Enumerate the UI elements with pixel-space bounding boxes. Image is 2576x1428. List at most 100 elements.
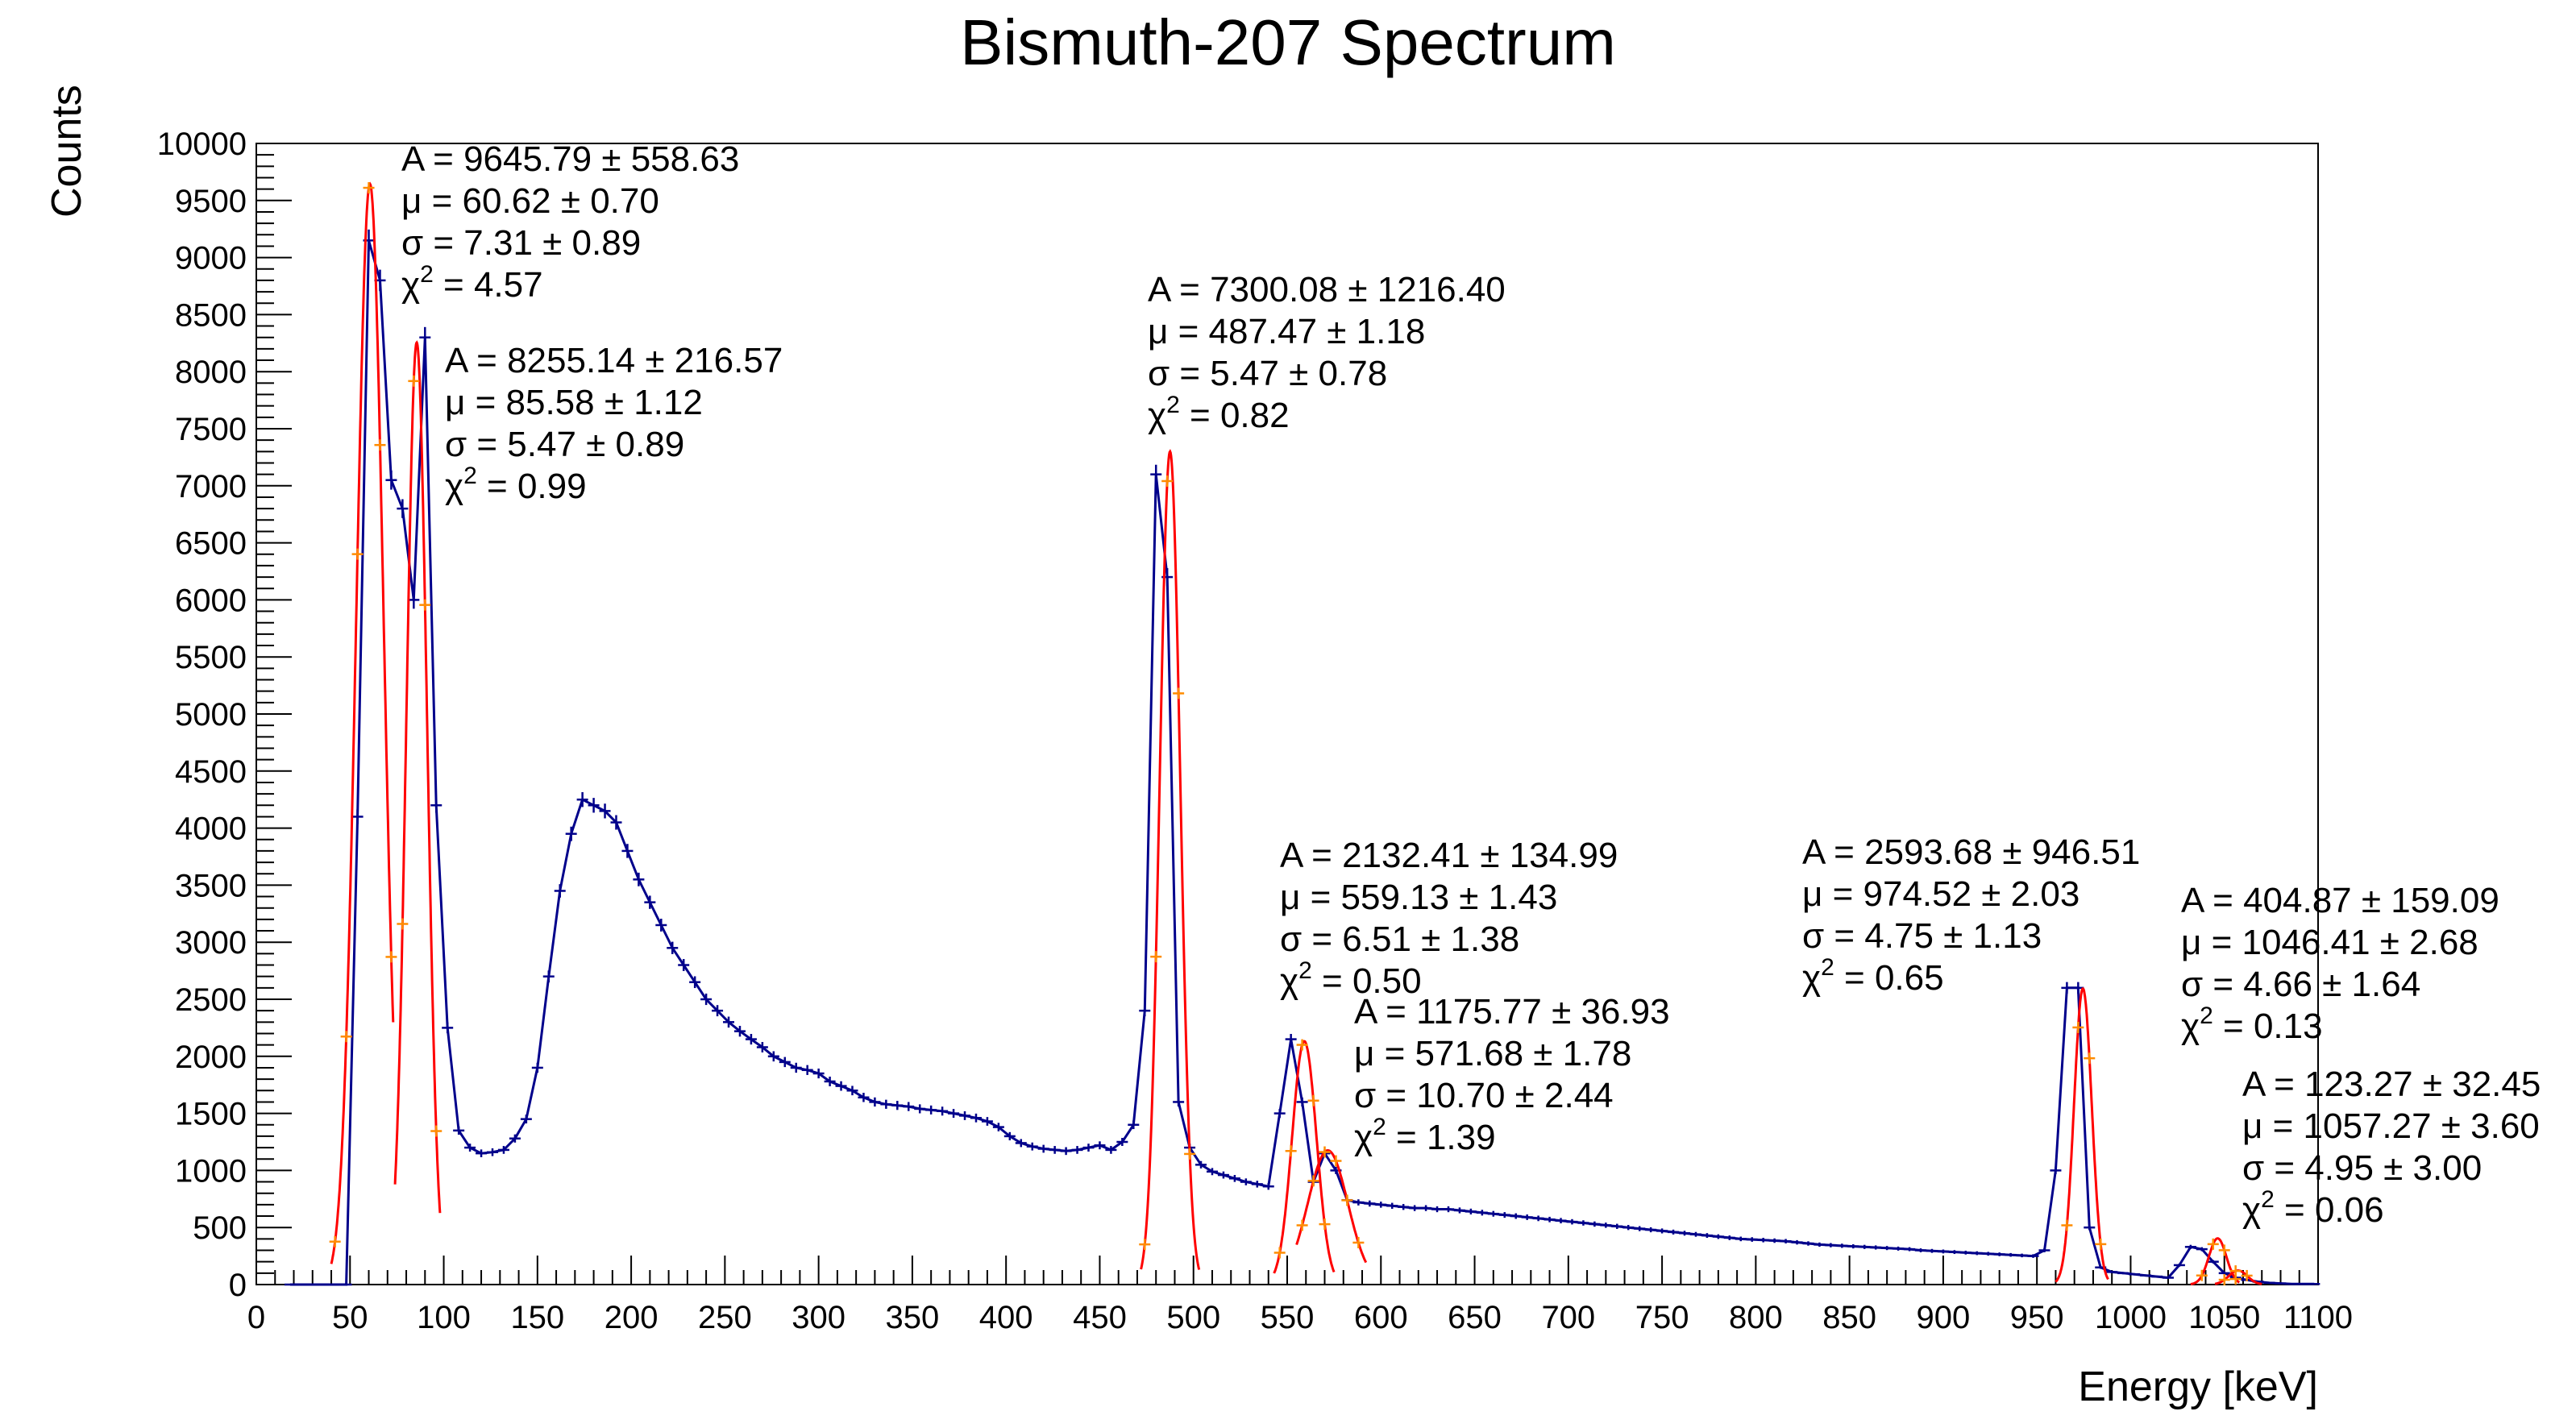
fit-point (374, 439, 386, 451)
fit-point (430, 1125, 442, 1137)
spectrum-point (959, 1110, 971, 1120)
spectrum-point (756, 1042, 768, 1052)
chart-title: Bismuth-207 Spectrum (960, 6, 1616, 78)
spectrum-point (1723, 1235, 1735, 1240)
fit-point (2229, 1265, 2242, 1277)
spectrum-point (644, 895, 656, 909)
x-tick-label: 0 (247, 1300, 265, 1335)
annotation-chi2: χ2 = 4.57 (401, 261, 543, 305)
fit-point (2218, 1244, 2230, 1256)
spectrum-point (1859, 1244, 1871, 1249)
spectrum-point (2207, 1260, 2219, 1264)
spectrum-point (1937, 1249, 1949, 1254)
annotation-line: A = 1175.77 ± 36.93 (1354, 992, 1670, 1032)
fit-point (408, 375, 420, 387)
annotation-line: A = 9645.79 ± 558.63 (401, 139, 739, 179)
spectrum-point (1915, 1248, 1927, 1252)
annotation-chi2: χ2 = 0.65 (1802, 954, 1944, 998)
annotation-line: σ = 6.51 ± 1.38 (1280, 919, 1519, 959)
spectrum-point (1364, 1200, 1376, 1207)
spectrum-point (903, 1102, 915, 1111)
spectrum-point (1959, 1250, 1971, 1255)
spectrum-point (2084, 1225, 2096, 1231)
spectrum-point (1465, 1208, 1477, 1214)
spectrum-point (678, 959, 690, 972)
fit-point (1173, 687, 1185, 699)
spectrum-point (869, 1097, 881, 1107)
x-tick-label: 500 (1166, 1300, 1220, 1335)
spectrum-point (1128, 1120, 1140, 1130)
spectrum-point (970, 1113, 982, 1123)
spectrum-point (1409, 1205, 1421, 1211)
fit-point (1352, 1236, 1365, 1248)
y-tick-label: 6500 (175, 526, 247, 562)
spectrum-point (2308, 1283, 2320, 1285)
x-axis-label: Energy [keV] (2078, 1364, 2318, 1410)
annotation-line: μ = 1057.27 ± 3.60 (2242, 1106, 2540, 1146)
annotation-line: μ = 974.52 ± 2.03 (1802, 874, 2079, 914)
spectrum-point (1689, 1231, 1701, 1237)
spectrum-point (835, 1081, 847, 1091)
spectrum-point (1836, 1243, 1848, 1248)
spectrum-point (542, 970, 555, 983)
spectrum-point (1780, 1239, 1792, 1243)
spectrum-point (1453, 1207, 1465, 1214)
y-tick-label: 3000 (175, 925, 247, 961)
y-tick-label: 9500 (175, 184, 247, 219)
spectrum-point (2106, 1270, 2118, 1273)
x-tick-label: 550 (1261, 1300, 1315, 1335)
fit-annotation: A = 1175.77 ± 36.93μ = 571.68 ± 1.78σ = … (1354, 992, 1670, 1157)
x-tick-label: 750 (1635, 1300, 1689, 1335)
spectrum-point (689, 976, 701, 989)
spectrum-point (1037, 1144, 1049, 1153)
spectrum-point (1948, 1250, 1960, 1255)
spectrum-point (1082, 1144, 1095, 1152)
spectrum-point (801, 1065, 813, 1075)
spectrum-point (1206, 1168, 1218, 1176)
annotation-line: σ = 5.47 ± 0.78 (1148, 354, 1387, 393)
spectrum-point (351, 809, 364, 824)
fit-point (1307, 1175, 1319, 1187)
annotation-line: μ = 487.47 ± 1.18 (1148, 312, 1425, 351)
spectrum-point (1993, 1252, 2005, 1256)
spectrum-point (1420, 1205, 1432, 1211)
spectrum-point (442, 1022, 454, 1034)
spectrum-point (1678, 1231, 1690, 1236)
spectrum-point (1577, 1220, 1589, 1226)
annotation-chi2: χ2 = 0.06 (2242, 1186, 2384, 1230)
fit-point (2241, 1269, 2253, 1281)
fit-annotation: A = 8255.14 ± 216.57μ = 85.58 ± 1.12σ = … (445, 341, 783, 506)
y-tick-label: 2000 (175, 1040, 247, 1075)
spectrum-point (1285, 1033, 1297, 1045)
fit-annotation: A = 123.27 ± 32.45μ = 1057.27 ± 3.60σ = … (2242, 1065, 2541, 1230)
fit-annotation: A = 2132.41 ± 134.99μ = 559.13 ± 1.43σ =… (1280, 836, 1618, 1001)
spectrum-point (1904, 1247, 1916, 1252)
x-tick-label: 350 (886, 1300, 940, 1335)
spectrum-point (1273, 1109, 1286, 1119)
annotation-line: σ = 4.95 ± 3.00 (2242, 1148, 2482, 1188)
spectrum-point (1003, 1131, 1016, 1141)
annotation-line: μ = 60.62 ± 0.70 (401, 181, 659, 221)
gaussian-fit-curve (1295, 1148, 1368, 1264)
gaussian-fit-curve (1140, 449, 1201, 1270)
annotation-chi2: χ2 = 0.82 (1148, 392, 1290, 435)
x-tick-label: 600 (1354, 1300, 1408, 1335)
spectrum-point (667, 941, 679, 954)
spectrum-point (408, 591, 420, 609)
annotation-line: σ = 4.66 ± 1.64 (2181, 965, 2420, 1004)
spectrum-point (1971, 1251, 1983, 1256)
fit-point (1139, 1239, 1151, 1251)
spectrum-point (2050, 1166, 2062, 1174)
fit-point (1307, 1094, 1319, 1106)
spectrum-point (1634, 1226, 1646, 1231)
spectrum-point (1071, 1146, 1083, 1154)
spectrum-point (2297, 1283, 2309, 1285)
spectrum-point (1262, 1183, 1274, 1190)
spectrum-point (2286, 1283, 2298, 1285)
spectrum-point (948, 1109, 960, 1119)
spectrum-point (2027, 1254, 2039, 1258)
spectrum-point (1375, 1202, 1387, 1208)
spectrum-point (1026, 1142, 1038, 1151)
spectrum-point (1814, 1242, 1826, 1247)
